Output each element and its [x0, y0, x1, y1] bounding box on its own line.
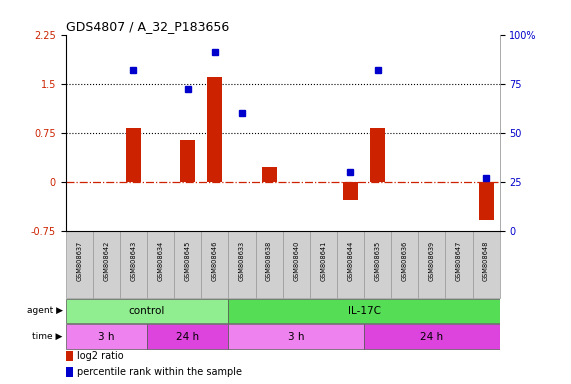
Bar [370, 128, 385, 182]
Text: agent ▶: agent ▶ [27, 306, 63, 315]
Text: GSM808633: GSM808633 [239, 241, 245, 281]
Bar [391, 231, 418, 298]
Text: 3 h: 3 h [98, 332, 115, 342]
Text: percentile rank within the sample: percentile rank within the sample [77, 367, 242, 377]
Text: GSM808636: GSM808636 [401, 241, 408, 281]
Bar [337, 231, 364, 298]
Bar [147, 231, 174, 298]
Text: GSM808648: GSM808648 [483, 241, 489, 281]
Bar [120, 231, 147, 298]
Text: 24 h: 24 h [176, 332, 199, 342]
Bar [228, 299, 500, 323]
Text: GDS4807 / A_32_P183656: GDS4807 / A_32_P183656 [66, 20, 229, 33]
Text: IL-17C: IL-17C [348, 306, 380, 316]
Text: GSM808641: GSM808641 [320, 241, 327, 281]
Text: GSM808635: GSM808635 [375, 241, 381, 281]
Bar [202, 231, 228, 298]
Bar [364, 231, 391, 298]
Bar [343, 182, 358, 200]
Bar [309, 231, 337, 298]
Bar [207, 77, 222, 182]
Text: GSM808647: GSM808647 [456, 241, 462, 281]
Bar [478, 182, 493, 220]
Bar [473, 231, 500, 298]
Bar [126, 128, 141, 182]
Text: GSM808637: GSM808637 [76, 241, 82, 281]
Bar [174, 231, 202, 298]
Bar [66, 231, 93, 298]
Text: 24 h: 24 h [420, 332, 443, 342]
Text: time ▶: time ▶ [33, 332, 63, 341]
Bar [445, 231, 473, 298]
Text: log2 ratio: log2 ratio [77, 351, 123, 361]
Bar [262, 167, 276, 182]
Bar [364, 324, 500, 349]
Text: GSM808646: GSM808646 [212, 241, 218, 281]
Bar [66, 299, 228, 323]
Text: GSM808634: GSM808634 [158, 241, 164, 281]
Bar [228, 324, 364, 349]
Bar [418, 231, 445, 298]
Text: GSM808639: GSM808639 [429, 241, 435, 281]
Bar [66, 367, 74, 377]
Text: GSM808643: GSM808643 [130, 241, 136, 281]
Text: GSM808644: GSM808644 [347, 241, 353, 281]
Text: GSM808642: GSM808642 [103, 241, 110, 281]
Bar [66, 351, 74, 361]
Bar [93, 231, 120, 298]
Bar [283, 231, 309, 298]
Bar [228, 231, 255, 298]
Text: GSM808645: GSM808645 [184, 241, 191, 281]
Bar [255, 231, 283, 298]
Bar [66, 324, 147, 349]
Bar [180, 141, 195, 182]
Text: GSM808640: GSM808640 [293, 241, 299, 281]
Text: 3 h: 3 h [288, 332, 304, 342]
Text: GSM808638: GSM808638 [266, 241, 272, 281]
Text: control: control [129, 306, 165, 316]
Bar [147, 324, 228, 349]
